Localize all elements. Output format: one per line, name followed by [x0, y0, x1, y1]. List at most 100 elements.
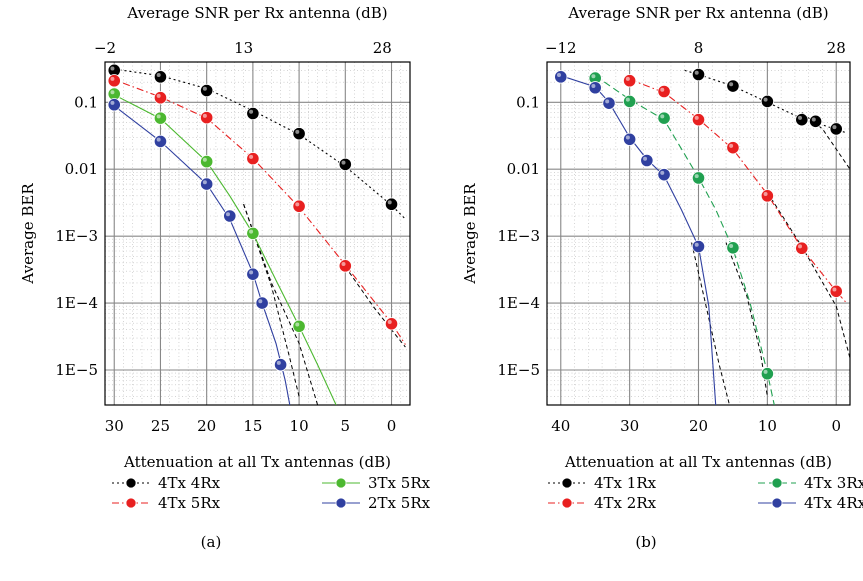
data-point-highlight [694, 174, 699, 179]
top-tick-label: 8 [694, 39, 704, 57]
data-point [602, 96, 616, 110]
data-point [338, 157, 352, 172]
data-point [829, 284, 843, 298]
data-point-highlight [660, 114, 665, 119]
plot-frame [104, 61, 411, 406]
series-4tx-2rx [623, 74, 848, 304]
data-point-highlight [341, 262, 346, 267]
y-axis-label: Average BER [461, 183, 479, 285]
data-point-highlight [156, 114, 161, 119]
data-point [726, 79, 740, 93]
legend-label: 4Tx 5Rx [158, 494, 221, 512]
series-line [109, 77, 406, 345]
data-point [760, 189, 774, 203]
data-point [657, 111, 671, 125]
data-point [246, 106, 260, 121]
data-point-highlight [811, 117, 816, 122]
data-point-highlight [832, 287, 837, 292]
data-point [246, 152, 260, 166]
data-point-highlight [202, 86, 207, 91]
y-axis-label: Average BER [19, 183, 37, 285]
data-point [200, 111, 214, 125]
top-tick-label: 28 [373, 39, 392, 57]
data-point [554, 70, 568, 84]
y-tick-label: 1E−4 [55, 294, 98, 312]
legend-label: 4Tx 4Rx [804, 494, 863, 512]
data-point [691, 67, 706, 82]
y-tick-label: 1E−4 [497, 294, 540, 312]
major-grid [547, 62, 850, 405]
series-2tx-5rx [107, 98, 291, 405]
data-point [808, 114, 823, 128]
data-point-highlight [202, 113, 207, 118]
data-point-highlight [249, 229, 254, 234]
data-point-highlight [763, 192, 768, 197]
series-4tx-5rx [107, 74, 406, 345]
data-point-highlight [110, 90, 115, 95]
data-point-highlight [797, 244, 802, 249]
data-point-highlight [625, 97, 630, 102]
legend-item: 4Tx 1Rx [548, 474, 657, 492]
legend: 4Tx 4Rx 4Tx 5Rx 3Tx 5Rx 2Tx 5Rx [112, 474, 431, 512]
data-point [153, 134, 168, 149]
data-point-highlight [591, 74, 596, 79]
legend-marker [335, 497, 347, 509]
legend-item: 4Tx 2Rx [548, 494, 657, 512]
data-point [588, 81, 602, 95]
data-point-highlight [156, 137, 161, 142]
data-point-highlight [387, 320, 392, 325]
x-tick-label: 20 [689, 417, 708, 435]
data-point [200, 177, 214, 191]
legend-label: 4Tx 3Rx [804, 474, 863, 492]
top-tick-label: 28 [827, 39, 846, 57]
data-point-highlight [660, 170, 665, 175]
data-point [274, 358, 288, 372]
asymptote-line [691, 242, 730, 405]
legend-item: 2Tx 5Rx [322, 494, 431, 512]
legend: 4Tx 1Rx 4Tx 2Rx 4Tx 3Rx 4Tx 4Rx [548, 474, 863, 512]
y-tick-label: 0.1 [516, 93, 540, 111]
y-tick-label: 0.01 [65, 160, 98, 178]
data-point-highlight [341, 160, 346, 165]
panel-label: (a) [201, 533, 222, 551]
asymptote-line [243, 204, 319, 405]
data-point-highlight [276, 360, 281, 365]
data-point-highlight [156, 73, 161, 78]
x-tick-label: 10 [290, 417, 309, 435]
x-tick-label: 0 [831, 417, 841, 435]
series-4tx-4rx [554, 70, 717, 405]
legend-label: 2Tx 5Rx [368, 494, 431, 512]
data-point-highlight [156, 93, 161, 98]
x-tick-label: 40 [551, 417, 570, 435]
y-tick-label: 0.01 [507, 160, 540, 178]
legend-marker [125, 477, 137, 489]
data-point [292, 319, 306, 333]
series-3tx-5rx [107, 87, 337, 405]
legend-item: 4Tx 4Rx [758, 494, 863, 512]
data-point [640, 153, 654, 168]
data-point [795, 113, 809, 127]
data-point-highlight [591, 83, 596, 88]
data-point-highlight [249, 109, 254, 114]
legend-marker [771, 477, 783, 489]
chart-panel-b: 40 30 20 10 0 −12 8 28 0.1 0.01 1E−3 1E−4 1E−5 Averag… [461, 4, 863, 551]
data-point [200, 154, 214, 169]
data-point [691, 113, 706, 127]
data-point-highlight [249, 154, 254, 159]
top-tick-label: −12 [545, 39, 577, 57]
data-point-highlight [110, 66, 115, 71]
series-4tx-3rx [588, 71, 775, 405]
top-axis-label: Average SNR per Rx antenna (dB) [567, 4, 828, 22]
x-tick-label: 25 [151, 417, 170, 435]
series-line [629, 78, 848, 304]
data-point [292, 199, 306, 213]
y-tick-label: 0.1 [74, 93, 98, 111]
x-tick-label: 30 [620, 417, 639, 435]
series-4tx-4rx [107, 63, 406, 220]
top-axis-label: Average SNR per Rx antenna (dB) [126, 4, 387, 22]
legend-label: 3Tx 5Rx [368, 474, 431, 492]
x-tick-label: 15 [243, 417, 262, 435]
series-line [594, 75, 775, 405]
legend-marker [771, 497, 783, 509]
